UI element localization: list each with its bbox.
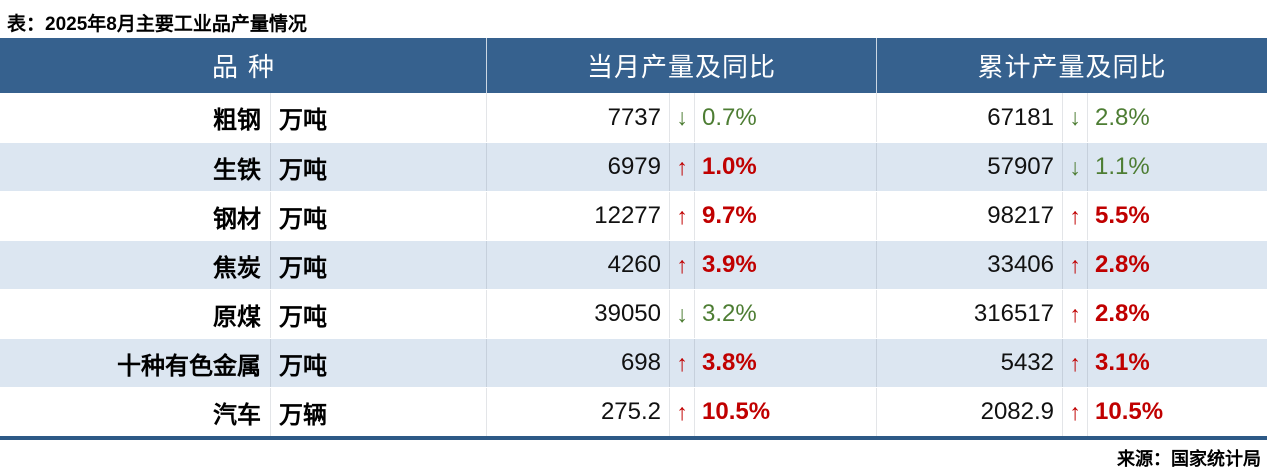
monthly-value: 275.2 — [487, 388, 670, 436]
monthly-percent: 3.2% — [695, 290, 877, 338]
product-name: 十种有色金属 — [0, 339, 271, 387]
cumulative-percent: 2.8% — [1095, 251, 1150, 278]
cumulative-trend-arrow-icon: ↑ — [1063, 290, 1088, 338]
monthly-value: 4260 — [487, 241, 670, 289]
cumulative-trend-arrow-icon: ↑ — [1063, 241, 1088, 289]
product-name: 焦炭 — [0, 241, 271, 289]
cumulative-trend-arrow-icon: ↑ — [1063, 388, 1088, 436]
product-name: 钢材 — [0, 192, 271, 240]
cumulative-percent: 5.5% — [1095, 202, 1150, 229]
product-unit: 万吨 — [271, 93, 487, 142]
table-row: 粗钢 万吨 7737 ↓ 0.7% 67181 ↓ 2.8% — [0, 93, 1267, 142]
monthly-percent: 10.5% — [695, 388, 877, 436]
cumulative-trend-arrow-icon: ↑ — [1063, 339, 1088, 387]
cumulative-value: 33406 — [877, 241, 1063, 289]
col-header-product: 品种 — [0, 38, 487, 93]
table-row: 十种有色金属 万吨 698 ↑ 3.8% 5432 ↑ 3.1% — [0, 338, 1267, 387]
product-unit: 万吨 — [271, 339, 487, 387]
monthly-trend-arrow-icon: ↑ — [670, 143, 695, 191]
product-unit: 万辆 — [271, 388, 487, 436]
cumulative-trend-arrow-icon: ↓ — [1063, 143, 1088, 191]
monthly-trend-arrow-icon: ↓ — [670, 290, 695, 338]
monthly-percent: 3.8% — [695, 339, 877, 387]
monthly-value: 6979 — [487, 143, 670, 191]
table-row: 钢材 万吨 12277 ↑ 9.7% 98217 ↑ 5.5% — [0, 191, 1267, 240]
product-name: 原煤 — [0, 290, 271, 338]
production-table: 品种 当月产量及同比 累计产量及同比 粗钢 万吨 7737 ↓ 0.7% 671… — [0, 38, 1267, 440]
table-row: 原煤 万吨 39050 ↓ 3.2% 316517 ↑ 2.8% — [0, 289, 1267, 338]
monthly-trend-arrow-icon: ↑ — [670, 192, 695, 240]
cumulative-value: 67181 — [877, 93, 1063, 142]
product-unit: 万吨 — [271, 290, 487, 338]
cumulative-value: 2082.9 — [877, 388, 1063, 436]
monthly-value: 7737 — [487, 93, 670, 142]
cumulative-percent: 1.1% — [1095, 153, 1150, 180]
table-row: 生铁 万吨 6979 ↑ 1.0% 57907 ↓ 1.1% — [0, 142, 1267, 191]
product-unit: 万吨 — [271, 241, 487, 289]
table-row: 焦炭 万吨 4260 ↑ 3.9% 33406 ↑ 2.8% — [0, 240, 1267, 289]
monthly-trend-arrow-icon: ↓ — [670, 93, 695, 142]
cumulative-percent: 2.8% — [1095, 300, 1150, 327]
cumulative-percent: 3.1% — [1095, 349, 1150, 376]
cumulative-value: 98217 — [877, 192, 1063, 240]
table-header-row: 品种 当月产量及同比 累计产量及同比 — [0, 38, 1267, 93]
cumulative-value: 316517 — [877, 290, 1063, 338]
monthly-percent: 0.7% — [695, 93, 877, 142]
table-row: 汽车 万辆 275.2 ↑ 10.5% 2082.9 ↑ 10.5% — [0, 387, 1267, 436]
table-title: 表：2025年8月主要工业品产量情况 — [7, 14, 307, 35]
cumulative-trend-arrow-icon: ↑ — [1063, 192, 1088, 240]
monthly-trend-arrow-icon: ↑ — [670, 339, 695, 387]
cumulative-value: 57907 — [877, 143, 1063, 191]
cumulative-value: 5432 — [877, 339, 1063, 387]
product-unit: 万吨 — [271, 192, 487, 240]
table-body: 粗钢 万吨 7737 ↓ 0.7% 67181 ↓ 2.8% 生铁 万吨 697… — [0, 93, 1267, 440]
monthly-value: 12277 — [487, 192, 670, 240]
cumulative-percent: 10.5% — [1095, 398, 1164, 425]
monthly-value: 39050 — [487, 290, 670, 338]
monthly-value: 698 — [487, 339, 670, 387]
col-header-monthly: 当月产量及同比 — [487, 38, 877, 93]
product-name: 粗钢 — [0, 93, 271, 142]
monthly-percent: 3.9% — [695, 241, 877, 289]
source-note: 来源：国家统计局 — [1117, 449, 1261, 469]
col-header-cumulative: 累计产量及同比 — [977, 53, 1167, 82]
cumulative-percent: 2.8% — [1095, 103, 1150, 131]
product-name: 汽车 — [0, 388, 271, 436]
cumulative-trend-arrow-icon: ↓ — [1063, 93, 1088, 142]
monthly-percent: 1.0% — [695, 143, 877, 191]
monthly-trend-arrow-icon: ↑ — [670, 388, 695, 436]
product-unit: 万吨 — [271, 143, 487, 191]
monthly-percent: 9.7% — [695, 192, 877, 240]
product-name: 生铁 — [0, 143, 271, 191]
monthly-trend-arrow-icon: ↑ — [670, 241, 695, 289]
